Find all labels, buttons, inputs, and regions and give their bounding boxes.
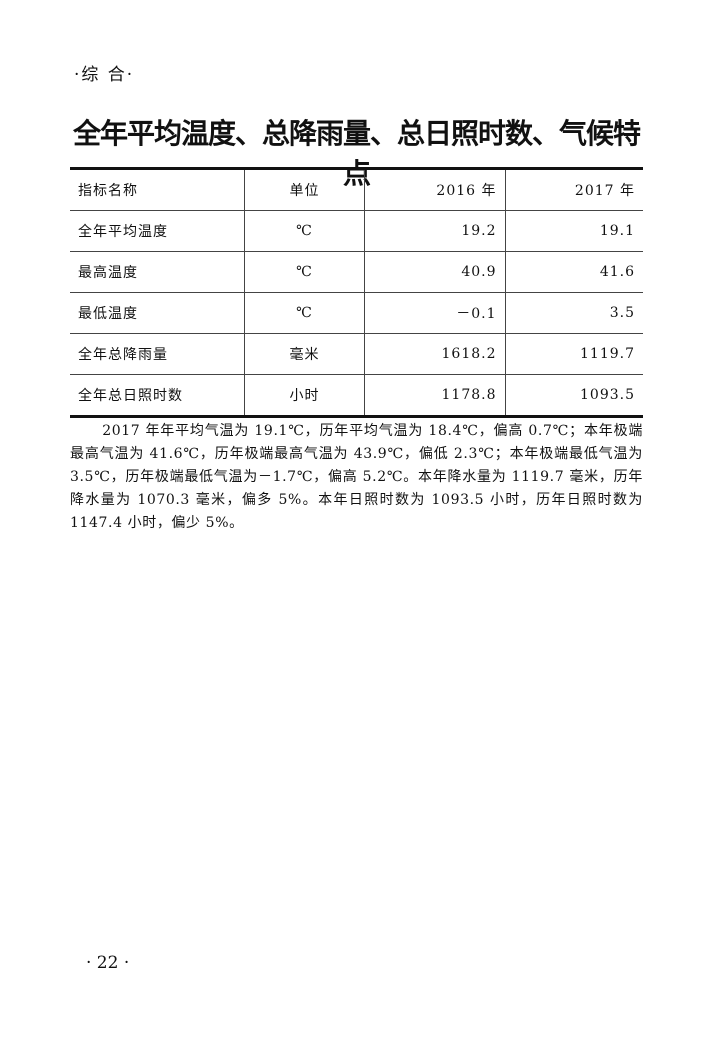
paragraph: 2017 年年平均气温为 19.1℃，历年平均气温为 18.4℃，偏高 0.7℃… <box>70 423 643 531</box>
table-row: 最低温度 ℃ －0.1 3.5 <box>70 292 643 334</box>
table-cell: ℃ <box>243 210 365 252</box>
table-cell: 最高温度 <box>70 251 245 293</box>
column-header: 指标名称 <box>70 168 245 211</box>
table-cell: 3.5 <box>504 292 643 334</box>
table-cell: 1178.8 <box>364 374 506 417</box>
table-cell: 1093.5 <box>504 374 643 417</box>
table-cell: －0.1 <box>364 292 506 334</box>
column-header: 单位 <box>243 168 365 211</box>
page-title: 全年平均温度、总降雨量、总日照时数、气候特点 <box>72 117 641 190</box>
column-header: 2016 年 <box>364 168 506 211</box>
table-row: 最高温度 ℃ 40.9 41.6 <box>70 251 643 293</box>
table-row: 全年总日照时数 小时 1178.8 1093.5 <box>70 374 643 417</box>
table-cell: 全年总降雨量 <box>70 333 245 375</box>
table-cell: 19.1 <box>504 210 643 252</box>
section-label: ·综 合· <box>74 65 135 85</box>
table-cell: 最低温度 <box>70 292 245 334</box>
table-cell: 40.9 <box>364 251 506 293</box>
page-number: · 22 · <box>86 953 130 973</box>
table-row: 全年总降雨量 毫米 1618.2 1119.7 <box>70 333 643 375</box>
table-cell: ℃ <box>243 251 365 293</box>
table-row: 全年平均温度 ℃ 19.2 19.1 <box>70 210 643 252</box>
header-row: 指标名称 单位 2016 年 2017 年 <box>70 168 643 211</box>
data-table: 指标名称 单位 2016 年 2017 年 全年平均温度 ℃ 19.2 19.1 最高温度 ℃ 4… <box>70 167 643 418</box>
table-cell: 41.6 <box>504 251 643 293</box>
table-cell: 毫米 <box>243 333 365 375</box>
table-cell: 1618.2 <box>364 333 506 375</box>
table-cell: 全年总日照时数 <box>78 388 183 404</box>
table-cell: 全年平均温度 <box>70 210 245 252</box>
table-cell: 小时 <box>243 374 365 417</box>
table-cell: 19.2 <box>364 210 506 252</box>
table-cell: ℃ <box>243 292 365 334</box>
table-cell: 1119.7 <box>504 333 643 375</box>
column-header: 2017 年 <box>504 168 643 211</box>
